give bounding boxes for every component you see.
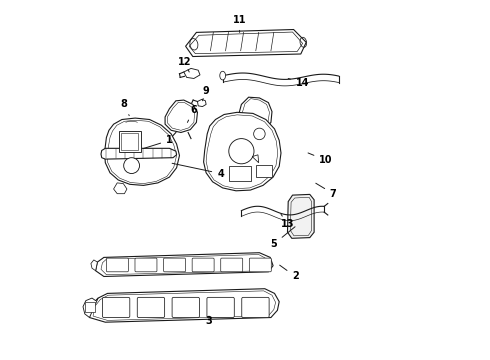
FancyBboxPatch shape: [192, 258, 214, 272]
Bar: [119, 131, 141, 152]
Text: 6: 6: [187, 105, 197, 122]
FancyBboxPatch shape: [249, 258, 271, 272]
Circle shape: [254, 128, 265, 140]
FancyBboxPatch shape: [164, 258, 186, 272]
FancyBboxPatch shape: [242, 297, 269, 318]
Polygon shape: [186, 30, 306, 57]
FancyBboxPatch shape: [102, 297, 130, 318]
Text: 2: 2: [280, 265, 299, 282]
FancyBboxPatch shape: [207, 297, 234, 318]
Polygon shape: [91, 260, 98, 271]
Text: 8: 8: [120, 99, 129, 116]
Circle shape: [229, 139, 254, 164]
Polygon shape: [288, 194, 314, 238]
Polygon shape: [83, 298, 98, 318]
Circle shape: [123, 158, 140, 174]
Polygon shape: [165, 100, 197, 132]
Polygon shape: [104, 118, 179, 185]
FancyBboxPatch shape: [172, 297, 199, 318]
Bar: [121, 133, 139, 150]
Text: 14: 14: [288, 78, 309, 88]
Text: 5: 5: [270, 227, 295, 249]
Polygon shape: [122, 120, 141, 127]
Text: 1: 1: [143, 135, 173, 149]
FancyBboxPatch shape: [106, 258, 128, 272]
Text: 4: 4: [172, 163, 224, 179]
Polygon shape: [96, 253, 273, 276]
Polygon shape: [239, 97, 272, 132]
Text: 9: 9: [202, 86, 209, 101]
FancyBboxPatch shape: [220, 258, 243, 272]
Polygon shape: [197, 99, 206, 107]
Bar: [256, 165, 272, 177]
Bar: [85, 302, 95, 312]
Polygon shape: [114, 183, 127, 194]
Bar: [229, 166, 251, 181]
Text: 11: 11: [233, 15, 246, 32]
FancyBboxPatch shape: [135, 258, 157, 272]
Text: 13: 13: [281, 214, 294, 229]
Polygon shape: [184, 68, 200, 78]
FancyBboxPatch shape: [137, 297, 165, 318]
Text: 12: 12: [178, 57, 191, 72]
Polygon shape: [204, 112, 281, 191]
Text: 7: 7: [316, 183, 337, 199]
Text: 10: 10: [308, 153, 333, 165]
Ellipse shape: [220, 71, 225, 80]
Polygon shape: [90, 289, 279, 322]
Text: 3: 3: [206, 316, 212, 326]
Polygon shape: [101, 148, 176, 159]
